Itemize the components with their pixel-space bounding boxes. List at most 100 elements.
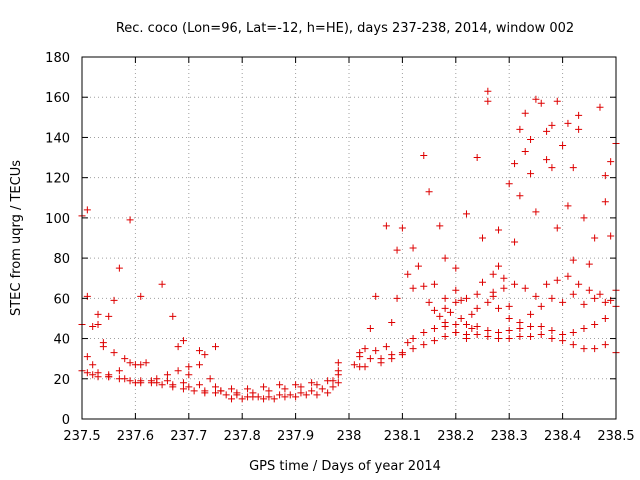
data-point xyxy=(174,343,182,351)
data-point xyxy=(462,210,470,218)
grid-lines xyxy=(82,57,616,419)
data-point xyxy=(137,292,145,300)
data-point xyxy=(585,286,593,294)
data-point xyxy=(94,310,102,318)
data-point xyxy=(420,341,428,349)
data-point xyxy=(548,335,556,343)
data-point xyxy=(361,363,369,371)
data-point xyxy=(158,280,166,288)
data-point xyxy=(420,282,428,290)
data-point xyxy=(473,154,481,162)
data-point xyxy=(217,387,225,395)
data-point xyxy=(436,312,444,320)
data-point xyxy=(553,97,561,105)
data-point xyxy=(372,347,380,355)
data-point xyxy=(441,333,449,341)
data-point xyxy=(452,286,460,294)
data-point xyxy=(441,304,449,312)
data-point xyxy=(414,262,422,270)
data-point xyxy=(500,274,508,282)
data-point xyxy=(121,355,129,363)
data-point xyxy=(372,292,380,300)
data-point xyxy=(569,329,577,337)
data-point xyxy=(559,337,567,345)
y-tick-label: 0 xyxy=(62,413,70,428)
data-point xyxy=(105,312,113,320)
data-point xyxy=(142,359,150,367)
data-point xyxy=(329,383,337,391)
data-point xyxy=(318,385,326,393)
data-point xyxy=(110,349,118,357)
data-point xyxy=(409,335,417,343)
data-point xyxy=(468,325,476,332)
data-point xyxy=(228,385,236,393)
chart-title: Rec. coco (Lon=96, Lat=-12, h=HE), days … xyxy=(116,21,574,36)
x-tick-label: 238.3 xyxy=(491,429,528,444)
data-point xyxy=(548,164,556,172)
data-point xyxy=(276,381,284,389)
data-point xyxy=(195,381,203,389)
data-point xyxy=(580,214,588,222)
data-point xyxy=(527,310,535,318)
data-point xyxy=(260,383,268,391)
data-point xyxy=(537,302,545,310)
data-point xyxy=(185,383,193,391)
data-point xyxy=(559,331,567,339)
data-point xyxy=(521,148,529,156)
data-point xyxy=(185,363,193,371)
data-point xyxy=(532,95,540,103)
y-tick-label: 60 xyxy=(53,292,70,307)
data-point xyxy=(89,322,97,330)
data-point xyxy=(569,290,577,298)
data-point xyxy=(462,320,470,328)
data-point xyxy=(382,343,390,351)
x-axis-label: GPS time / Days of year 2014 xyxy=(249,459,441,474)
data-point xyxy=(591,294,599,302)
data-point xyxy=(585,260,593,268)
data-point xyxy=(393,294,401,302)
data-point xyxy=(457,296,465,304)
data-point xyxy=(473,331,481,339)
y-tick-label: 80 xyxy=(53,252,70,267)
data-point xyxy=(174,367,182,375)
data-point xyxy=(527,333,535,341)
data-point xyxy=(484,298,492,306)
data-point xyxy=(126,216,134,224)
data-point xyxy=(452,329,460,337)
data-point xyxy=(377,355,385,363)
data-point xyxy=(169,381,177,389)
data-point xyxy=(110,296,118,304)
data-point xyxy=(569,341,577,349)
data-point xyxy=(575,111,583,119)
data-point xyxy=(297,383,305,391)
data-point xyxy=(244,385,252,393)
data-point xyxy=(404,270,412,278)
data-point xyxy=(430,306,438,314)
data-point xyxy=(131,379,139,387)
data-point xyxy=(436,222,444,230)
data-point xyxy=(260,395,268,403)
data-point xyxy=(495,262,503,270)
x-tick-label: 237.5 xyxy=(63,429,100,444)
data-point xyxy=(548,327,556,335)
data-point xyxy=(495,226,503,234)
data-point xyxy=(575,125,583,133)
data-point xyxy=(527,135,535,143)
data-point xyxy=(537,331,545,339)
data-point xyxy=(206,375,214,383)
data-point xyxy=(607,232,615,240)
data-point xyxy=(420,329,428,337)
data-point xyxy=(94,373,102,381)
data-point xyxy=(473,304,481,312)
data-point xyxy=(324,377,332,385)
data-point xyxy=(201,351,209,359)
y-tick-label: 180 xyxy=(45,51,70,66)
data-point xyxy=(89,371,97,379)
data-point xyxy=(404,339,412,347)
data-point xyxy=(147,377,155,385)
data-point xyxy=(115,367,123,375)
data-point xyxy=(591,345,599,353)
data-point xyxy=(286,391,294,399)
data-point xyxy=(569,164,577,172)
data-point xyxy=(334,359,342,367)
